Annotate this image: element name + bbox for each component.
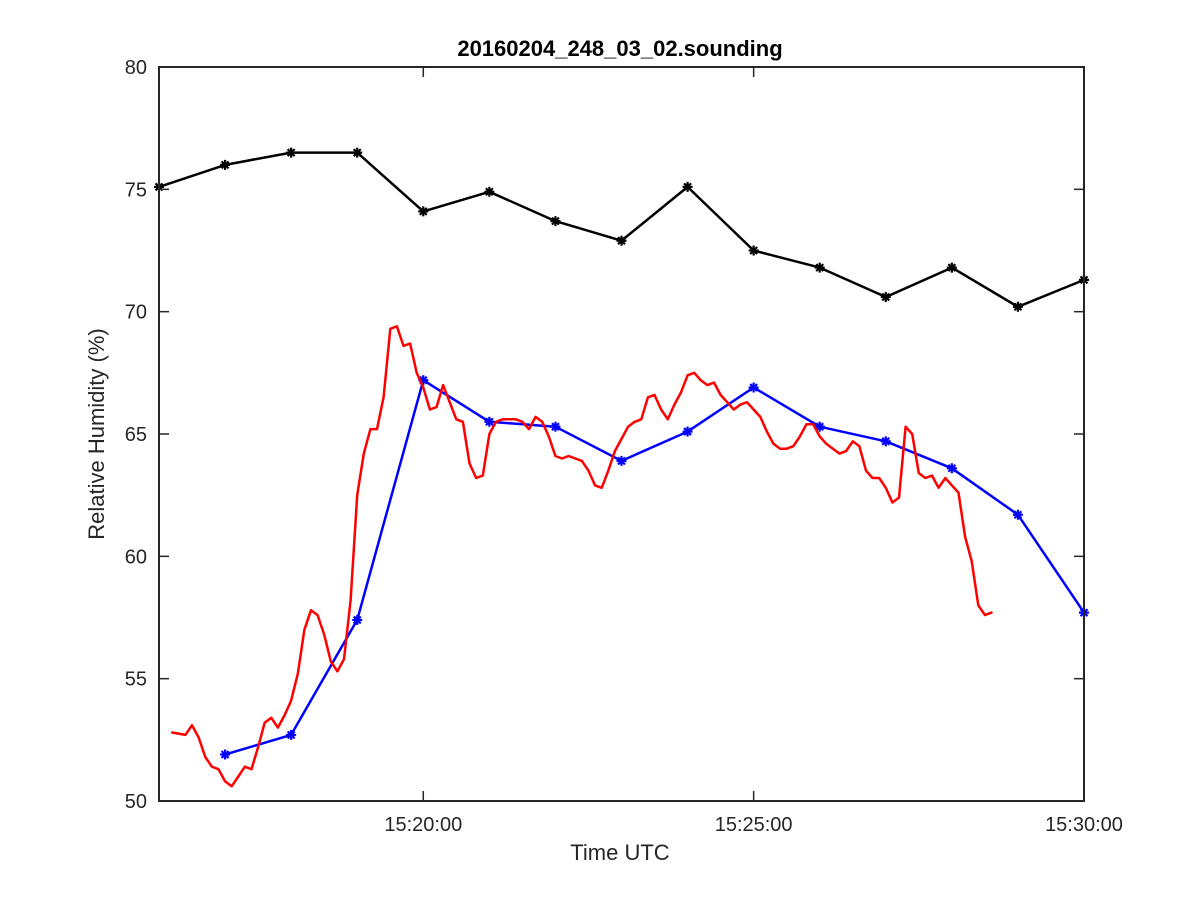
series-1-point bbox=[616, 455, 627, 466]
series-1-line bbox=[223, 378, 1086, 756]
series-0-point bbox=[880, 291, 891, 302]
series-1-point bbox=[1012, 509, 1023, 520]
series-0-point bbox=[814, 262, 825, 273]
series-1-point bbox=[814, 421, 825, 432]
x-tick-label: 15:25:00 bbox=[715, 814, 793, 836]
x-tick-label: 15:20:00 bbox=[384, 814, 462, 836]
series-1-point bbox=[484, 416, 495, 427]
y-tick-label: 80 bbox=[125, 57, 147, 79]
series-0-point bbox=[1012, 301, 1023, 312]
y-tick-label: 50 bbox=[125, 791, 147, 813]
chart-title: 20160204_248_03_02.sounding bbox=[457, 36, 782, 61]
series-1-point bbox=[946, 463, 957, 474]
series-0-point bbox=[484, 186, 495, 197]
series-2-line bbox=[170, 325, 993, 788]
x-tick-label: 15:30:00 bbox=[1045, 814, 1123, 836]
y-tick-label: 60 bbox=[125, 546, 147, 568]
series-0-point bbox=[220, 159, 231, 170]
series-1-point bbox=[880, 436, 891, 447]
y-tick-label: 55 bbox=[125, 669, 147, 691]
series-0-point bbox=[616, 235, 627, 246]
series-0-point bbox=[550, 216, 561, 227]
series-1-point bbox=[550, 421, 561, 432]
series-1-point bbox=[352, 614, 363, 625]
series-0-point bbox=[946, 262, 957, 273]
series-0-point bbox=[418, 206, 429, 217]
series-0-point bbox=[748, 245, 759, 256]
series-1-point bbox=[286, 729, 297, 740]
y-tick-label: 70 bbox=[125, 302, 147, 324]
series-1-point bbox=[220, 749, 231, 760]
x-axis-label: Time UTC bbox=[570, 840, 670, 865]
axes-layer: 50 55 60 65 70 75 80 15:20:00 15:25:00 15:30:00 bbox=[125, 57, 1123, 836]
y-tick-label: 65 bbox=[125, 424, 147, 446]
y-tick-label: 75 bbox=[125, 179, 147, 201]
y-axis-label: Relative Humidity (%) bbox=[84, 328, 109, 540]
series-1-point bbox=[682, 426, 693, 437]
series-0-point bbox=[682, 181, 693, 192]
series-0-point bbox=[352, 147, 363, 158]
series-1-point bbox=[748, 382, 759, 393]
series-0-point bbox=[286, 147, 297, 158]
